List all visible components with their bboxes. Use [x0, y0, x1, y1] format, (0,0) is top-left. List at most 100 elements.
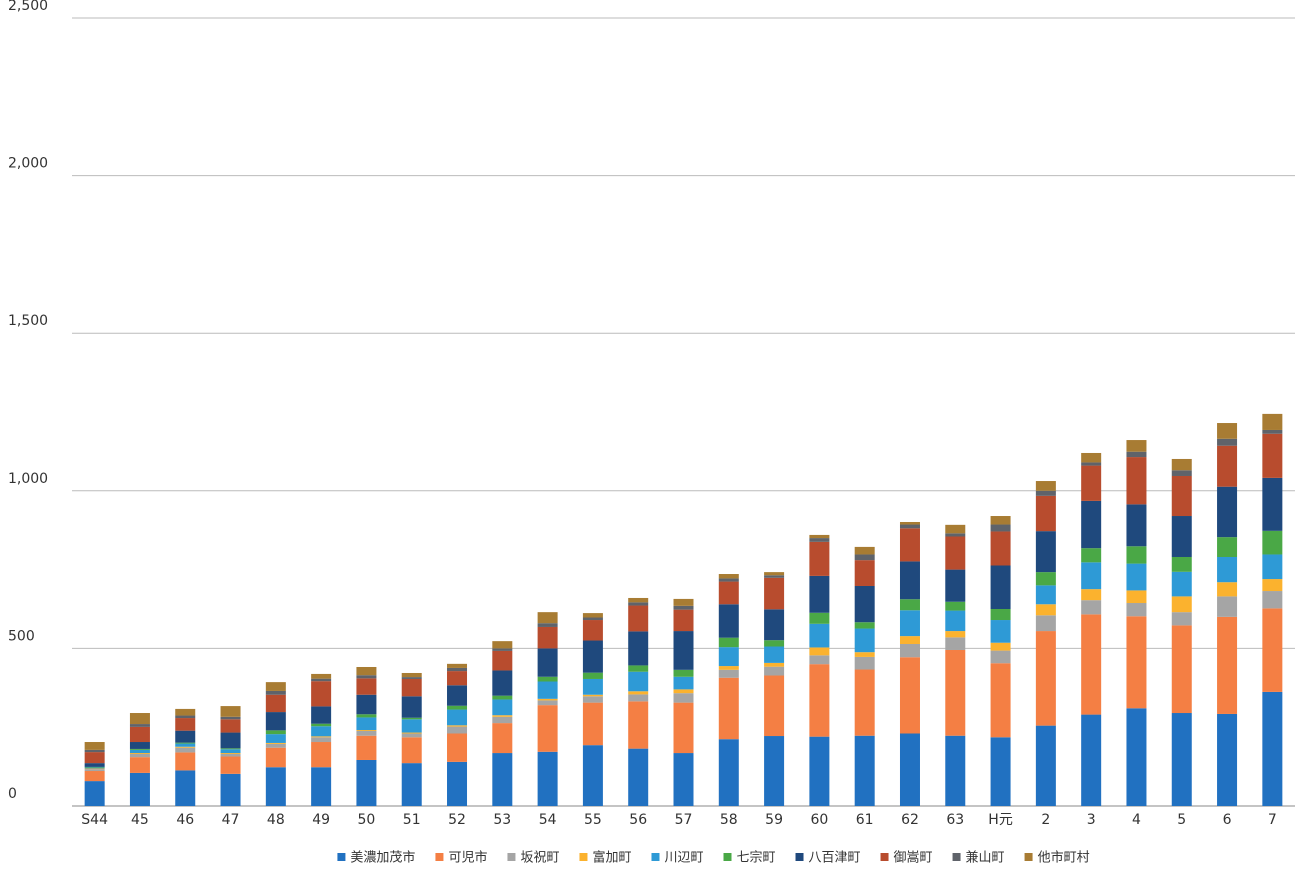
- legend-swatch: [579, 853, 588, 861]
- bar-segment: [1126, 451, 1147, 458]
- bar-segment: [1171, 516, 1192, 557]
- x-tick-label: 46: [176, 812, 194, 828]
- bar-segment: [582, 696, 603, 703]
- bar-segment: [84, 766, 105, 768]
- bar-segment: [764, 646, 785, 663]
- bar-segment: [492, 670, 513, 696]
- bar-segment: [129, 726, 150, 743]
- bar-segment: [220, 748, 241, 750]
- bar-segment: [129, 749, 150, 754]
- bar-segment: [311, 737, 332, 743]
- bar-segment: [537, 751, 558, 806]
- bar-segment: [492, 641, 513, 649]
- x-tick-label: 59: [765, 812, 783, 828]
- bar-segment: [492, 648, 513, 651]
- legend: 美濃加茂市 可児市 坂祝町 富加町 川辺町 七宗町 八百津町 御嵩町 兼山町 他市町村: [337, 850, 1090, 866]
- bar-segment: [1262, 608, 1283, 692]
- bar-segment: [582, 620, 603, 641]
- bar-segment: [990, 650, 1011, 664]
- bar-segment: [764, 666, 785, 676]
- bar-segment: [311, 681, 332, 707]
- x-tick-label: H元: [988, 812, 1013, 828]
- bar-segment: [673, 605, 694, 610]
- bar-segment: [899, 561, 920, 600]
- bar-segment: [356, 675, 377, 679]
- x-tick-label: 58: [720, 812, 738, 828]
- bar-segment: [401, 678, 422, 697]
- bar-segment: [764, 577, 785, 610]
- bar-segment: [1126, 616, 1147, 709]
- bar-segment: [401, 717, 422, 720]
- bar-segment: [809, 664, 830, 737]
- x-tick-label: 4: [1132, 812, 1141, 828]
- bar-segment: [537, 612, 558, 624]
- bar-segment: [356, 678, 377, 695]
- x-tick-label: 62: [901, 812, 919, 828]
- bar-segment: [854, 669, 875, 736]
- bar-segment: [854, 628, 875, 653]
- bar-segment: [401, 677, 422, 679]
- bar-segment: [582, 694, 603, 697]
- bar-segment: [220, 756, 241, 774]
- bar-segment: [673, 689, 694, 694]
- bar-segment: [401, 696, 422, 718]
- bar-segment: [537, 648, 558, 677]
- bar-segment: [718, 578, 739, 582]
- bar-segment: [582, 702, 603, 746]
- bar-segment: [220, 753, 241, 757]
- bar-segment: [1217, 713, 1238, 806]
- bar-segment: [628, 691, 649, 695]
- bar-segment: [220, 716, 241, 720]
- bar-segment: [1262, 413, 1283, 430]
- bar-segment: [1262, 554, 1283, 580]
- bar-segment: [854, 652, 875, 657]
- legend-swatch: [337, 853, 346, 861]
- bar-segment: [673, 693, 694, 703]
- x-tick-label: S44: [81, 812, 108, 828]
- legend-label: 八百津町: [809, 851, 861, 866]
- bar-segment: [356, 717, 377, 731]
- bar-segment: [673, 702, 694, 754]
- bar-segment: [718, 637, 739, 648]
- bar-segment: [945, 637, 966, 650]
- bar-segment: [1217, 438, 1238, 446]
- y-tick-label: 2,500: [8, 0, 48, 14]
- y-tick-label: 1,000: [8, 471, 48, 487]
- bar-segment: [1262, 477, 1283, 531]
- bar-segment: [84, 767, 105, 769]
- bar-segment: [1171, 625, 1192, 714]
- bar-segment: [673, 669, 694, 677]
- bar-segment: [447, 663, 468, 668]
- bar-segment: [1035, 604, 1056, 616]
- bar-segment: [809, 736, 830, 806]
- bar-segment: [854, 554, 875, 561]
- bar-segment: [265, 767, 286, 806]
- bar-segment: [1171, 596, 1192, 613]
- legend-swatch: [880, 853, 889, 861]
- bar-segment: [990, 565, 1011, 609]
- x-tick-label: 2: [1041, 812, 1050, 828]
- bar-segment: [673, 753, 694, 806]
- bar-segment: [899, 524, 920, 529]
- bar-segment: [673, 676, 694, 690]
- x-tick-label: 54: [539, 812, 557, 828]
- bar-segment: [129, 753, 150, 758]
- bar-segment: [311, 742, 332, 768]
- bar-segment: [175, 770, 196, 806]
- bar-segment: [945, 601, 966, 611]
- bar-segment: [447, 761, 468, 806]
- bar-segment: [265, 682, 286, 691]
- x-tick-label: 57: [675, 812, 693, 828]
- bar-segment: [764, 572, 785, 576]
- bar-segment: [492, 650, 513, 671]
- bar-segment: [84, 769, 105, 772]
- bar-segment: [265, 694, 286, 713]
- bar-segment: [1035, 490, 1056, 496]
- bar-segment: [764, 609, 785, 641]
- bar-segment: [718, 669, 739, 678]
- bar-segment: [175, 718, 196, 731]
- bar-segment: [718, 647, 739, 667]
- bar-segment: [265, 743, 286, 748]
- bar-segment: [718, 666, 739, 670]
